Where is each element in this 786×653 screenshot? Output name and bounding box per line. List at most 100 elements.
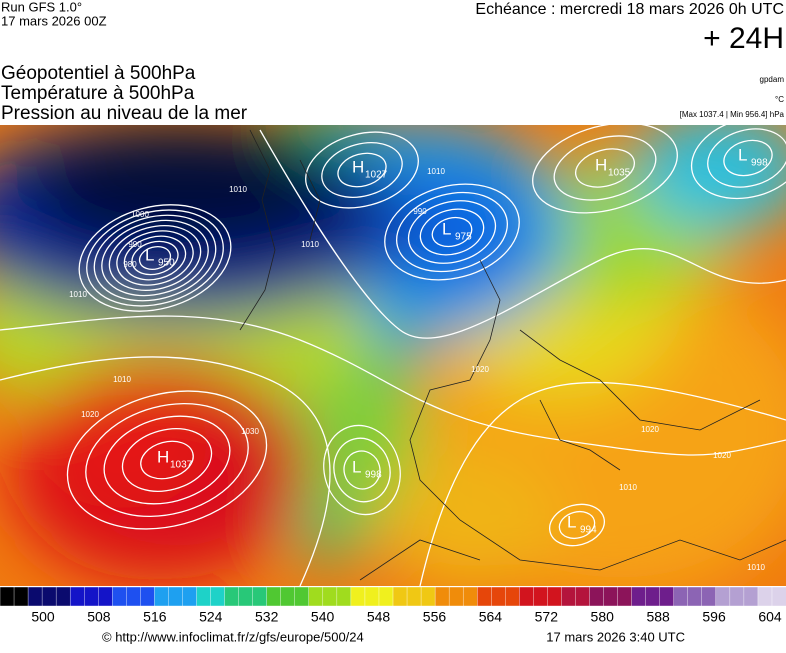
colorbar-cell bbox=[561, 586, 577, 607]
center-letter: H bbox=[157, 447, 169, 466]
colorbar-cell bbox=[266, 586, 282, 607]
colorbar-cell bbox=[687, 586, 703, 607]
isobar bbox=[116, 230, 194, 286]
run-date: 17 mars 2026 00Z bbox=[1, 13, 107, 28]
isobar bbox=[259, 129, 786, 339]
isobar-label: 1010 bbox=[113, 375, 131, 384]
isobar bbox=[93, 214, 217, 302]
isobar bbox=[138, 245, 172, 271]
isobar bbox=[323, 424, 401, 516]
map-field bbox=[0, 125, 786, 586]
colorbar-cell bbox=[743, 586, 759, 607]
footer-source: © http://www.infoclimat.fr/z/gfs/europe/… bbox=[102, 629, 364, 644]
isobar-label: 1010 bbox=[427, 167, 445, 176]
isobar bbox=[395, 191, 509, 273]
isobars bbox=[0, 125, 786, 586]
center-letter: L bbox=[352, 457, 361, 476]
colorbar-cell bbox=[280, 586, 296, 607]
colorbar-cell bbox=[252, 586, 268, 607]
isobar bbox=[321, 142, 403, 198]
colorbar-label: 564 bbox=[479, 609, 503, 625]
isobar bbox=[86, 209, 224, 307]
colorbar-cell bbox=[533, 586, 549, 607]
isobar-label: 1010 bbox=[619, 483, 637, 492]
isobar bbox=[723, 139, 773, 177]
colorbar-cell bbox=[392, 586, 408, 607]
isobar-label: 1020 bbox=[471, 365, 489, 374]
isobar bbox=[66, 390, 268, 530]
center-value: 998 bbox=[365, 470, 382, 481]
isobar-label: 990 bbox=[128, 240, 142, 249]
colorbar-cell bbox=[378, 586, 394, 607]
isobar bbox=[337, 152, 387, 188]
colorbar-cell bbox=[729, 586, 745, 607]
center-value: 1037 bbox=[170, 460, 193, 471]
isobar-label: 1020 bbox=[81, 410, 99, 419]
isobar-label: 1020 bbox=[641, 425, 659, 434]
colorbar-label: 500 bbox=[31, 609, 55, 625]
isobar bbox=[123, 235, 187, 281]
colorbar-cell bbox=[434, 586, 450, 607]
center-letter: L bbox=[567, 512, 576, 531]
colorbar-label: 540 bbox=[311, 609, 335, 625]
center-value: 998 bbox=[751, 158, 768, 169]
colorbar-cell bbox=[575, 586, 591, 607]
colorbar-cell bbox=[757, 586, 773, 607]
colorbar-cell bbox=[645, 586, 661, 607]
colorbar-cell bbox=[477, 586, 492, 607]
isobar bbox=[108, 225, 202, 291]
colorbar-cell bbox=[168, 586, 184, 607]
isobar bbox=[305, 131, 419, 209]
isobar-label: 1010 bbox=[69, 290, 87, 299]
isobar bbox=[121, 428, 213, 492]
title-geopotential: Géopotentiel à 500hPa bbox=[1, 63, 196, 84]
isobar-label: 1000 bbox=[131, 210, 149, 219]
isobar bbox=[333, 437, 391, 503]
colorbar-cell bbox=[659, 586, 675, 607]
colorbar-label: 588 bbox=[646, 609, 670, 625]
unit-pressure: [Max 1037.4 | Min 956.4] hPa bbox=[680, 110, 785, 119]
colorbar-label: 580 bbox=[591, 609, 615, 625]
isobar bbox=[431, 216, 473, 248]
isobar bbox=[101, 219, 209, 297]
colorbar-cell bbox=[462, 586, 478, 607]
colorbar-cell bbox=[322, 586, 338, 607]
isobar bbox=[407, 200, 497, 264]
center-letter: H bbox=[352, 157, 364, 176]
isobar-label: 1010 bbox=[229, 185, 247, 194]
unit-geopotential: gpdam bbox=[760, 75, 785, 84]
colorbar: 500 508 516 524 532 540 548 556 564 572 580 588 596 6… bbox=[0, 586, 786, 625]
unit-temperature: °C bbox=[775, 95, 784, 104]
colorbar-cell bbox=[364, 586, 380, 607]
colorbar-cell bbox=[182, 586, 198, 607]
colorbar-label: 524 bbox=[199, 609, 223, 625]
center-value: 1035 bbox=[608, 168, 631, 179]
isobar bbox=[690, 125, 786, 200]
colorbar-cell bbox=[448, 586, 464, 607]
colorbar-cell bbox=[112, 586, 128, 607]
colorbar-cell bbox=[0, 586, 15, 607]
isobar bbox=[575, 148, 635, 188]
isobar bbox=[103, 415, 231, 505]
forecast-time: Echéance : mercredi 18 mars 2026 0h UTC bbox=[475, 1, 784, 18]
colorbar-label: 556 bbox=[423, 609, 447, 625]
isobar-label: 980 bbox=[123, 260, 137, 269]
colorbar-cell bbox=[69, 586, 85, 607]
colorbar-label: 532 bbox=[255, 609, 279, 625]
center-value: 950 bbox=[158, 258, 175, 269]
center-value: 975 bbox=[455, 232, 472, 243]
lead-time: + 24H bbox=[703, 22, 784, 55]
center-value: 1027 bbox=[365, 170, 388, 181]
colorbar-cell bbox=[589, 586, 605, 607]
isobar bbox=[0, 315, 786, 456]
colorbar-cell bbox=[617, 586, 633, 607]
colorbar-cell bbox=[196, 586, 212, 607]
colorbar-cell bbox=[715, 586, 731, 607]
colorbar-cell bbox=[420, 586, 436, 607]
isobar-label: 1030 bbox=[241, 427, 259, 436]
colorbar-label: 604 bbox=[758, 609, 782, 625]
colorbar-cell bbox=[336, 586, 352, 607]
isobar bbox=[553, 135, 657, 201]
colorbar-cell bbox=[41, 586, 57, 607]
